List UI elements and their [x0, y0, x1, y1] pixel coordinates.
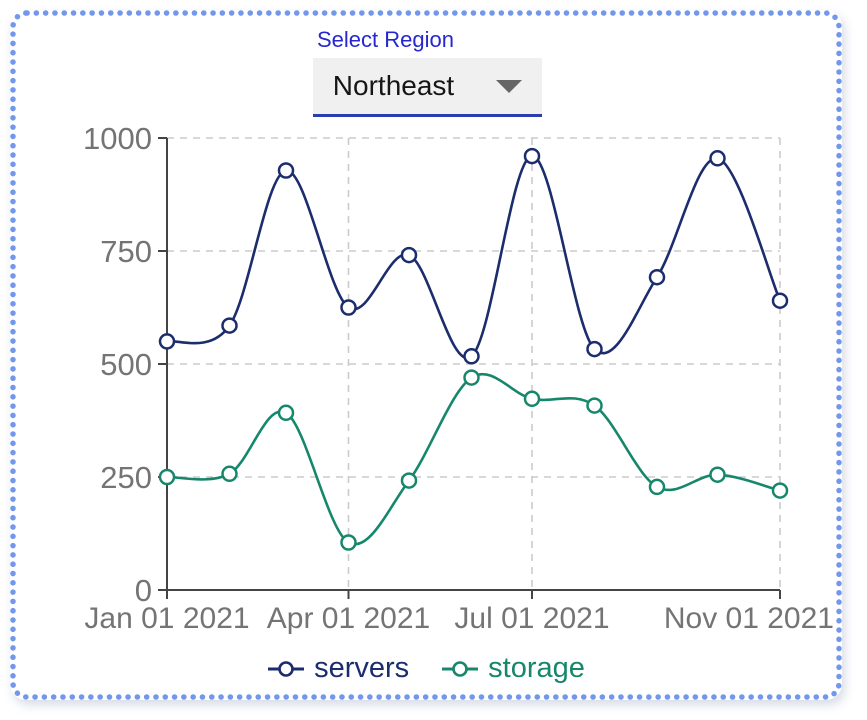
data-point-storage[interactable]	[648, 478, 666, 496]
x-axis-tick-label: Jan 01 2021	[84, 602, 249, 635]
data-point-storage[interactable]	[400, 472, 418, 489]
region-control-group: Select Region Northeast	[313, 28, 553, 117]
y-axis-tick-label: 750	[100, 234, 152, 269]
data-point-servers[interactable]	[340, 299, 357, 316]
data-point-servers[interactable]	[771, 292, 789, 309]
series-line-storage	[166, 372, 781, 546]
data-point-storage[interactable]	[277, 404, 295, 422]
data-point-storage[interactable]	[221, 465, 238, 483]
y-axis-tick-label: 500	[100, 347, 152, 382]
legend-item-storage[interactable]: storage	[441, 652, 585, 685]
legend-label-servers: servers	[314, 652, 410, 684]
data-point-servers[interactable]	[400, 246, 418, 264]
data-point-servers[interactable]	[221, 317, 238, 334]
data-point-servers[interactable]	[709, 150, 726, 167]
x-axis-tick-label: Jul 01 2021	[454, 602, 609, 635]
region-dropdown-value: Northeast	[332, 70, 455, 101]
app-window: Select Region Northeast 0 250 500 750 1000 Ja…	[10, 10, 842, 700]
data-point-servers[interactable]	[586, 340, 603, 358]
data-point-storage[interactable]	[340, 534, 357, 551]
data-point-servers[interactable]	[158, 333, 176, 350]
data-point-servers[interactable]	[277, 162, 295, 179]
data-point-storage[interactable]	[158, 468, 176, 486]
y-axis-tick-label: 250	[100, 460, 152, 495]
legend-marker-storage-icon	[442, 660, 479, 677]
y-axis-tick-label: 1000	[83, 121, 152, 156]
data-point-storage[interactable]	[523, 390, 541, 408]
data-point-storage[interactable]	[586, 397, 603, 414]
line-chart[interactable]: 0 250 500 750 1000 Jan 01 2021 Apr 01 2021 Jul …	[10, 10, 842, 660]
data-point-servers[interactable]	[523, 147, 541, 165]
data-point-servers[interactable]	[463, 348, 480, 365]
region-dropdown[interactable]: Northeast	[313, 58, 542, 117]
select-region-label: Select Region	[317, 27, 454, 52]
data-point-storage[interactable]	[709, 466, 726, 483]
y-axis-tick-label: 0	[135, 573, 152, 608]
series-line-servers	[166, 154, 782, 360]
chart-legend: servers storage	[10, 652, 842, 685]
data-point-storage[interactable]	[463, 369, 480, 386]
x-axis-tick-label: Apr 01 2021	[267, 602, 430, 635]
legend-marker-servers-icon	[268, 660, 305, 677]
legend-label-storage: storage	[488, 652, 585, 684]
data-point-servers[interactable]	[648, 268, 666, 286]
chevron-down-icon	[496, 79, 523, 93]
legend-item-servers[interactable]: servers	[267, 652, 409, 685]
x-axis-tick-label: Nov 01 2021	[664, 602, 834, 635]
data-point-storage[interactable]	[771, 482, 789, 499]
